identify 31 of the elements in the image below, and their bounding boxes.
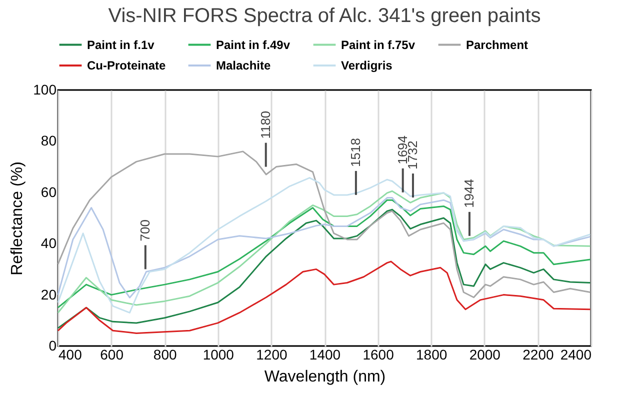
x-tick-label: 1000 [202, 346, 234, 362]
x-tick-label: 1200 [256, 346, 288, 362]
y-tick-label: 20 [40, 286, 57, 302]
x-tick-label: 2000 [469, 346, 501, 362]
y-tick-label: 40 [40, 235, 57, 252]
legend-label: Parchment [466, 38, 528, 52]
x-tick-label: 1600 [362, 346, 394, 362]
legend-label: Malachite [216, 58, 272, 72]
legend-label: Paint in f.1v [87, 38, 155, 52]
x-tick-label: 800 [153, 346, 177, 362]
x-tick-label: 600 [100, 346, 124, 362]
y-tick-label: 80 [40, 132, 57, 149]
annotation: 1944 [461, 179, 476, 208]
x-tick-label: 1400 [309, 346, 341, 362]
x-tick-label: 1800 [416, 346, 448, 362]
legend-label: Cu-Proteinate [87, 58, 166, 72]
x-tick-label: 2200 [522, 346, 554, 362]
annotation: 700 [137, 219, 152, 242]
annotation: 1518 [348, 138, 363, 167]
y-tick-label: 0 [48, 338, 57, 354]
annotation: 1180 [258, 110, 273, 139]
y-tick-label: 60 [40, 184, 57, 200]
x-tick-label: 400 [58, 346, 82, 362]
y-tick-label: 100 [33, 82, 57, 98]
legend-label: Paint in f.49v [216, 38, 290, 52]
x-tick-label: 2400 [560, 346, 592, 362]
x-axis-title: Wavelength (nm) [264, 368, 386, 386]
chart-title: Vis-NIR FORS Spectra of Alc. 341's green paints [108, 5, 541, 27]
legend-label: Paint in f.75v [341, 38, 416, 52]
legend-label: Verdigris [341, 58, 393, 72]
y-axis-title: Reflectance (%) [9, 162, 26, 276]
